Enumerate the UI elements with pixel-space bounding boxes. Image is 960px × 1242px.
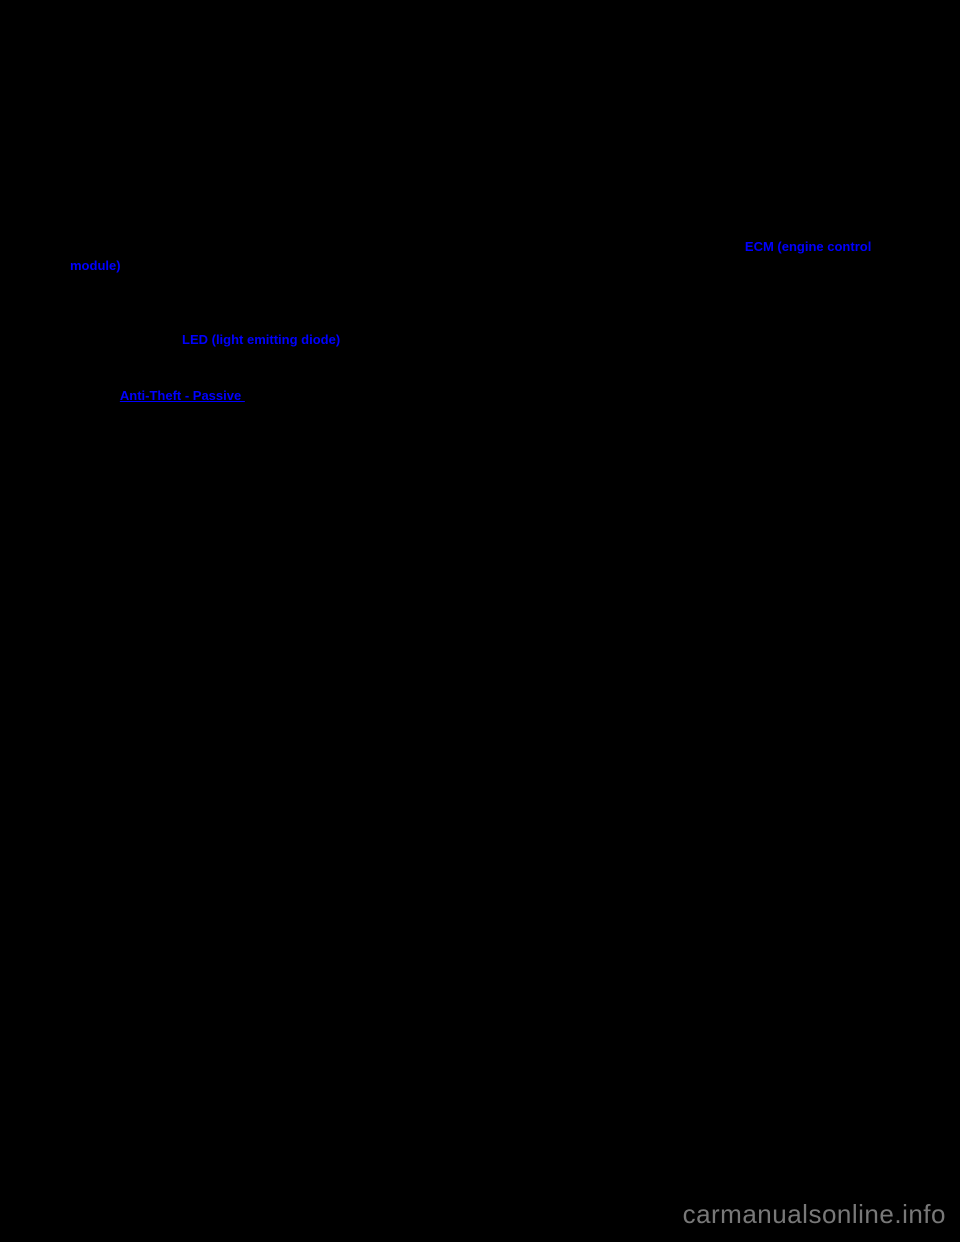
body-text: The SKIM is located adjacent to and belo…: [70, 285, 849, 319]
body-text: The SKIM and the VTSS (if equipped) both…: [70, 360, 763, 375]
paragraph: The SKIM is located adjacent to and belo…: [70, 284, 890, 322]
list-item-text: The headlamps and marker lamps flash.: [70, 127, 302, 142]
body-text: The SKIS indicator: [70, 332, 182, 347]
body-text: .: [121, 258, 125, 273]
page-content: When the VTSS is triggered, the followin…: [0, 0, 960, 455]
body-text: The ignition key cylinder is equipped wi…: [70, 173, 870, 226]
watermark-text: carmanualsonline.info: [683, 1196, 946, 1234]
paragraph: The SKIM and the VTSS (if equipped) both…: [70, 359, 890, 378]
list-item-text: The horn pulses.: [70, 108, 167, 123]
glossary-link-led[interactable]: LED (light emitting diode): [182, 332, 340, 347]
list-item-text: The interior lamps illuminate.: [70, 145, 236, 160]
body-text: Refer to: [70, 388, 120, 403]
list-item-text: The doors lock (if equipped with the pow…: [70, 89, 394, 104]
body-text: The SKIS includes a SKIM, sentry key (ig…: [70, 239, 745, 254]
section-link-anti-theft-passive[interactable]: Anti-Theft - Passive: [120, 388, 245, 403]
paragraph: When the VTSS is triggered, the followin…: [70, 60, 890, 79]
body-text: is located in the message center.: [340, 332, 533, 347]
body-text: in this section for more details.: [245, 388, 421, 403]
document-page: When the VTSS is triggered, the followin…: [0, 0, 960, 1242]
body-text: When the VTSS is triggered, the followin…: [70, 61, 413, 76]
paragraph: The SKIS includes a SKIM, sentry key (ig…: [70, 238, 890, 276]
paragraph: The SKIS indicator LED (light emitting d…: [70, 331, 890, 350]
paragraph: Refer to Anti-Theft - Passive in this se…: [70, 387, 890, 406]
paragraph: The ignition key cylinder is equipped wi…: [70, 172, 890, 229]
paragraph-list: The doors lock (if equipped with the pow…: [70, 88, 890, 163]
